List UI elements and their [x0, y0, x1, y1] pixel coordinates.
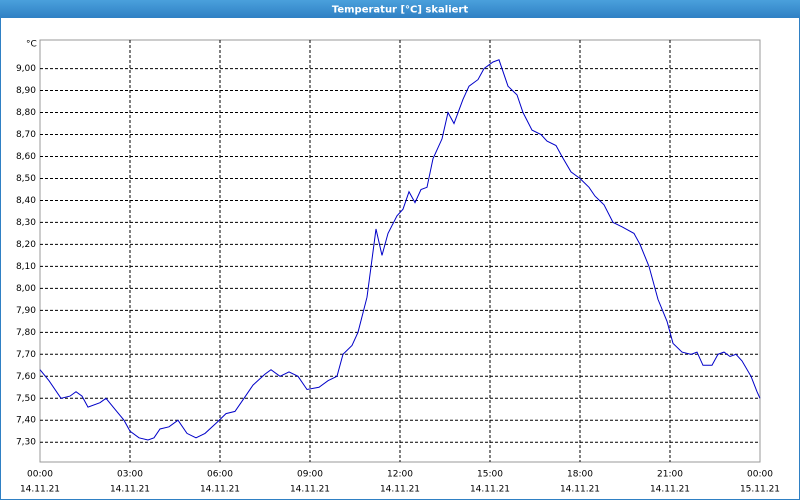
- x-tick-date: 15.11.21: [740, 485, 780, 495]
- y-tick-label: 8,00: [16, 284, 36, 294]
- x-tick-date: 14.11.21: [380, 485, 420, 495]
- x-tick-label: 09:00: [297, 470, 323, 480]
- x-tick-label: 15:00: [477, 470, 503, 480]
- y-tick-label: 7,90: [16, 306, 36, 316]
- x-tick-date: 14.11.21: [110, 485, 150, 495]
- x-tick-label: 12:00: [387, 470, 413, 480]
- y-tick-label: 8,20: [16, 240, 36, 250]
- y-tick-label: 9,00: [16, 64, 36, 74]
- y-unit: °C: [26, 40, 37, 50]
- x-tick-label: 00:00: [27, 470, 53, 480]
- y-tick-label: 7,30: [16, 438, 36, 448]
- x-tick-date: 14.11.21: [650, 485, 690, 495]
- y-tick-label: 7,60: [16, 372, 36, 382]
- y-tick-label: 8,70: [16, 130, 36, 140]
- y-tick-label: 8,50: [16, 174, 36, 184]
- x-tick-date: 14.11.21: [290, 485, 330, 495]
- y-tick-label: 8,30: [16, 218, 36, 228]
- y-tick-label: 8,80: [16, 108, 36, 118]
- x-tick-label: 00:00: [747, 470, 773, 480]
- y-tick-label: 8,60: [16, 152, 36, 162]
- y-tick-label: 7,50: [16, 394, 36, 404]
- x-tick-date: 14.11.21: [470, 485, 510, 495]
- title-bar: [0, 0, 800, 18]
- x-tick-label: 06:00: [207, 470, 233, 480]
- x-tick-label: 21:00: [657, 470, 683, 480]
- x-tick-date: 14.11.21: [200, 485, 240, 495]
- y-tick-label: 7,80: [16, 328, 36, 338]
- y-tick-label: 8,40: [16, 196, 36, 206]
- x-tick-date: 14.11.21: [20, 485, 60, 495]
- y-tick-label: 7,40: [16, 416, 36, 426]
- x-tick-label: 18:00: [567, 470, 593, 480]
- data-line: [39, 59, 761, 441]
- window-title: Temperatur [°C] skaliert: [332, 5, 469, 16]
- y-tick-label: 7,70: [16, 350, 36, 360]
- x-tick-date: 14.11.21: [560, 485, 600, 495]
- y-tick-label: 8,10: [16, 262, 36, 272]
- y-tick-label: 8,90: [16, 86, 36, 96]
- x-tick-label: 03:00: [117, 470, 143, 480]
